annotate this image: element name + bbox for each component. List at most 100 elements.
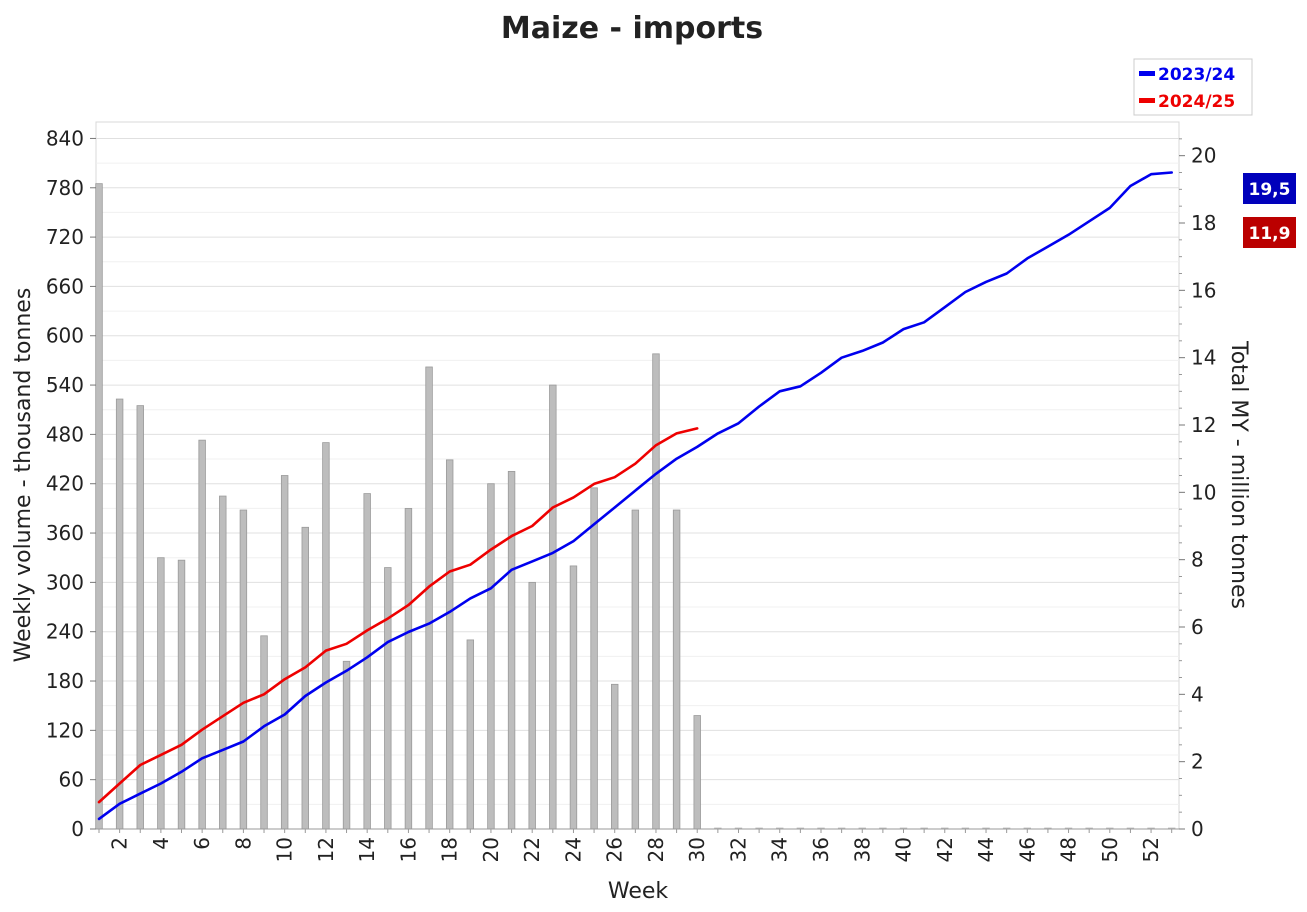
y-left-tick-label-480: 480: [46, 422, 84, 446]
bar-week-26: [611, 683, 619, 830]
legend-label-2024-25: 2024/25: [1158, 92, 1235, 112]
y-left-tick-label-180: 180: [46, 669, 84, 693]
x-tick-label-2: 2: [108, 837, 132, 850]
axes: 0601201802403003604204805406006607207808…: [46, 126, 1217, 862]
bar-week-11: [301, 526, 309, 830]
y-right-tick-label-6: 6: [1191, 615, 1204, 639]
x-tick-label-20: 20: [479, 837, 503, 862]
x-tick-label-48: 48: [1057, 837, 1081, 862]
x-tick-label-16: 16: [396, 837, 420, 862]
chart-title: Maize - imports: [501, 11, 763, 46]
bar-week-20: [487, 483, 495, 830]
y-right-tick-label-12: 12: [1191, 413, 1216, 437]
y-right-tick-label-4: 4: [1191, 682, 1204, 706]
bar-week-10: [280, 475, 289, 830]
bar-week-19: [466, 639, 475, 830]
x-tick-label-10: 10: [273, 837, 297, 862]
bar-week-23: [549, 384, 557, 830]
y-left-tick-label-360: 360: [46, 521, 84, 545]
x-tick-label-52: 52: [1139, 837, 1163, 862]
x-tick-label-36: 36: [809, 837, 833, 862]
y-left-tick-label-60: 60: [59, 768, 84, 792]
bar-week-7: [219, 495, 227, 830]
y-left-tick-label-780: 780: [46, 176, 84, 200]
x-tick-label-6: 6: [190, 837, 214, 850]
y-left-tick-label-240: 240: [46, 620, 84, 644]
bar-week-22: [528, 581, 536, 830]
y-left-tick-label-420: 420: [46, 472, 84, 496]
bar-week-5: [177, 559, 186, 830]
x-tick-label-18: 18: [438, 837, 462, 862]
x-tick-label-40: 40: [892, 837, 916, 862]
x-tick-label-50: 50: [1098, 837, 1122, 862]
bar-week-24: [569, 565, 578, 830]
y-left-tick-label-720: 720: [46, 225, 84, 249]
y-axis-left-title: Weekly volume - thousand tonnes: [11, 288, 36, 663]
end-badge-2024-25: [1243, 217, 1296, 248]
x-tick-label-28: 28: [644, 837, 668, 862]
end-value-badges: 19,5 11,9: [1243, 173, 1296, 248]
y-left-tick-label-0: 0: [71, 817, 84, 841]
bar-week-17: [425, 366, 433, 830]
legend-label-2023-24: 2023/24: [1158, 65, 1235, 85]
y-right-tick-label-0: 0: [1191, 817, 1204, 841]
bar-week-1: [95, 183, 103, 830]
y-axis-right-title: Total MY - million tonnes: [1226, 340, 1251, 609]
bar-week-28: [652, 353, 660, 830]
x-tick-label-24: 24: [562, 837, 586, 862]
y-left-tick-label-600: 600: [46, 324, 84, 348]
end-badge-2024-25-value: 11,9: [1249, 224, 1291, 244]
legend-swatch-2024-25: [1139, 98, 1155, 103]
bar-week-15: [384, 567, 392, 830]
y-right-tick-label-18: 18: [1191, 211, 1216, 235]
x-tick-label-22: 22: [520, 837, 544, 862]
x-tick-label-38: 38: [850, 837, 874, 862]
x-tick-label-44: 44: [974, 837, 998, 862]
cumulative-lines: [97, 171, 1173, 821]
x-tick-label-26: 26: [603, 837, 627, 862]
x-tick-label-30: 30: [685, 837, 709, 862]
bar-week-30: [693, 715, 701, 830]
y-left-tick-label-660: 660: [46, 274, 84, 298]
end-badge-2023-24-value: 19,5: [1249, 180, 1291, 200]
x-tick-label-12: 12: [314, 837, 338, 862]
bar-week-13: [342, 660, 351, 830]
bar-week-18: [445, 459, 454, 830]
bar-week-8: [239, 509, 248, 830]
bar-week-4: [157, 557, 165, 830]
x-tick-label-42: 42: [933, 837, 957, 862]
y-right-tick-label-20: 20: [1191, 144, 1216, 168]
bar-week-14: [363, 493, 371, 830]
bar-week-25: [590, 487, 598, 830]
x-tick-label-32: 32: [727, 837, 751, 862]
y-right-tick-label-16: 16: [1191, 278, 1216, 302]
y-right-tick-label-14: 14: [1191, 346, 1216, 370]
bar-week-2: [115, 398, 124, 830]
bar-week-6: [198, 439, 206, 830]
legend-box: [1133, 58, 1253, 116]
y-left-tick-label-840: 840: [46, 126, 84, 150]
bar-week-21: [507, 470, 516, 830]
y-left-tick-label-120: 120: [46, 718, 84, 742]
bar-week-29: [672, 509, 681, 830]
bar-week-9: [260, 635, 268, 830]
x-axis-title: Week: [608, 879, 669, 904]
x-tick-label-4: 4: [149, 837, 173, 850]
x-tick-label-46: 46: [1015, 837, 1039, 862]
y-right-tick-label-2: 2: [1191, 750, 1204, 774]
legend: 2023/24 2024/25: [1133, 58, 1253, 116]
bar-week-16: [404, 507, 413, 830]
series-line-2023-24: [97, 171, 1173, 821]
end-badge-2023-24: [1243, 173, 1296, 204]
y-left-tick-label-540: 540: [46, 373, 84, 397]
bar-week-27: [631, 509, 640, 830]
y-right-tick-label-8: 8: [1191, 548, 1204, 572]
x-tick-label-8: 8: [231, 837, 255, 850]
legend-swatch-2023-24: [1139, 71, 1155, 76]
x-tick-label-14: 14: [355, 837, 379, 862]
y-left-tick-label-300: 300: [46, 570, 84, 594]
bar-week-12: [322, 442, 330, 830]
series-line-2024-25: [97, 427, 699, 804]
x-tick-label-34: 34: [768, 837, 792, 862]
